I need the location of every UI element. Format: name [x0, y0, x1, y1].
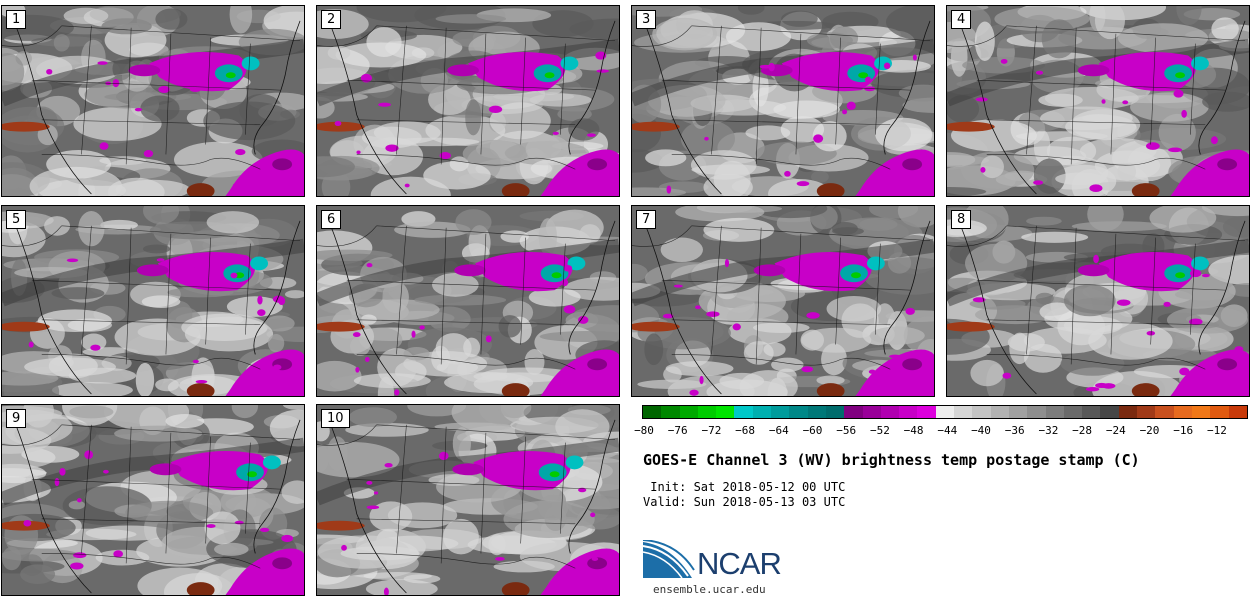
colorbar-segment	[1118, 406, 1138, 418]
colorbar-tick-label: −28	[1072, 424, 1093, 437]
colorbar-segment	[643, 406, 662, 418]
member-label: 1	[6, 10, 27, 29]
water-vapor-map	[317, 6, 619, 196]
colorbar-tick-label: −24	[1105, 424, 1126, 437]
colorbar-tick-label: −60	[802, 424, 823, 437]
map-panel-4: 4	[946, 5, 1250, 197]
colorbar-segment	[1027, 406, 1046, 418]
map-panel-1: 1	[1, 5, 305, 197]
colorbar-ticks: −80 −76 −72 −68 −64 −60 −56 −52 −48 −44 −40 −36 −32−…	[634, 424, 1248, 438]
colorbar-segment	[917, 406, 936, 418]
colorbar-tick-label: −80	[634, 424, 654, 437]
water-vapor-map	[947, 206, 1249, 396]
member-label: 3	[636, 10, 657, 29]
colorbar-tick-label: −16	[1173, 424, 1194, 437]
colorbar-segment	[661, 406, 680, 418]
map-panel-6: 6	[316, 205, 620, 397]
colorbar-segment	[1082, 406, 1101, 418]
colorbar-tick-label: −40	[971, 424, 991, 437]
colorbar-segment	[1100, 406, 1119, 418]
water-vapor-map	[2, 6, 304, 196]
valid-time: Valid: Sun 2018-05-13 03 UTC	[643, 495, 846, 509]
colorbar-tick-label: −56	[836, 424, 857, 437]
colorbar-tick-label: −52	[869, 424, 890, 437]
colorbar-segment	[697, 406, 717, 418]
colorbar-segment	[862, 406, 881, 418]
colorbar-segment	[771, 406, 790, 418]
water-vapor-map	[947, 6, 1249, 196]
colorbar-tick-label: −68	[735, 424, 756, 437]
water-vapor-map	[317, 405, 619, 595]
map-panel-5: 5	[1, 205, 305, 397]
colorbar-segment	[972, 406, 991, 418]
member-label: 2	[321, 10, 342, 29]
chart-title: GOES-E Channel 3 (WV) brightness temp po…	[643, 451, 1140, 469]
member-label: 9	[6, 409, 27, 428]
colorbar-segment	[1045, 406, 1064, 418]
logo-text: NCAR	[697, 546, 782, 581]
member-label: 6	[321, 210, 342, 229]
water-vapor-map	[2, 206, 304, 396]
map-panel-10: 10	[316, 404, 620, 596]
colorbar-segment	[825, 406, 845, 418]
ncar-logo-icon	[642, 540, 695, 579]
colorbar-segment	[1008, 406, 1028, 418]
map-panel-2: 2	[316, 5, 620, 197]
colorbar-segment	[752, 406, 772, 418]
map-panel-3: 3	[631, 5, 935, 197]
water-vapor-map	[317, 209, 619, 396]
colorbar-segment	[1155, 406, 1174, 418]
colorbar-segment	[807, 406, 826, 418]
colorbar-tick-label: −12	[1206, 424, 1227, 437]
colorbar-tick-label: −48	[903, 424, 924, 437]
member-label: 7	[636, 210, 657, 229]
colorbar-segment	[734, 406, 753, 418]
colorbar-segment	[716, 406, 735, 418]
colorbar-tick-label: −44	[937, 424, 958, 437]
colorbar-tick-label: −20	[1139, 424, 1160, 437]
member-label: 5	[6, 210, 27, 229]
water-vapor-map	[632, 6, 934, 196]
colorbar-segment	[1228, 406, 1247, 418]
colorbar-segment	[1191, 406, 1211, 418]
colorbar	[642, 405, 1248, 419]
colorbar-segment	[954, 406, 973, 418]
map-panel-7: 7	[631, 205, 935, 397]
member-label: 4	[951, 10, 972, 29]
colorbar-tick-label: −72	[701, 424, 722, 437]
colorbar-segment	[935, 406, 955, 418]
map-panel-8: 8	[946, 205, 1250, 397]
water-vapor-map	[2, 405, 304, 595]
colorbar-segment	[990, 406, 1009, 418]
colorbar-segment	[880, 406, 900, 418]
colorbar-segment	[1137, 406, 1156, 418]
colorbar-tick-label: −76	[667, 424, 688, 437]
colorbar-segment	[1173, 406, 1192, 418]
init-time: Init: Sat 2018-05-12 00 UTC	[643, 480, 846, 494]
member-label: 10	[321, 409, 350, 428]
colorbar-tick-label: −36	[1004, 424, 1025, 437]
map-panel-9: 9	[1, 404, 305, 596]
colorbar-segment	[789, 406, 808, 418]
water-vapor-map	[632, 206, 934, 396]
colorbar-segment	[899, 406, 918, 418]
colorbar-segment	[1063, 406, 1083, 418]
member-label: 8	[951, 210, 972, 229]
colorbar-tick-label: −64	[768, 424, 789, 437]
site-url: ensemble.ucar.edu	[653, 583, 766, 596]
colorbar-segment	[844, 406, 863, 418]
colorbar-segment	[1210, 406, 1229, 418]
colorbar-tick-label: −32	[1038, 424, 1059, 437]
colorbar-segment	[679, 406, 698, 418]
